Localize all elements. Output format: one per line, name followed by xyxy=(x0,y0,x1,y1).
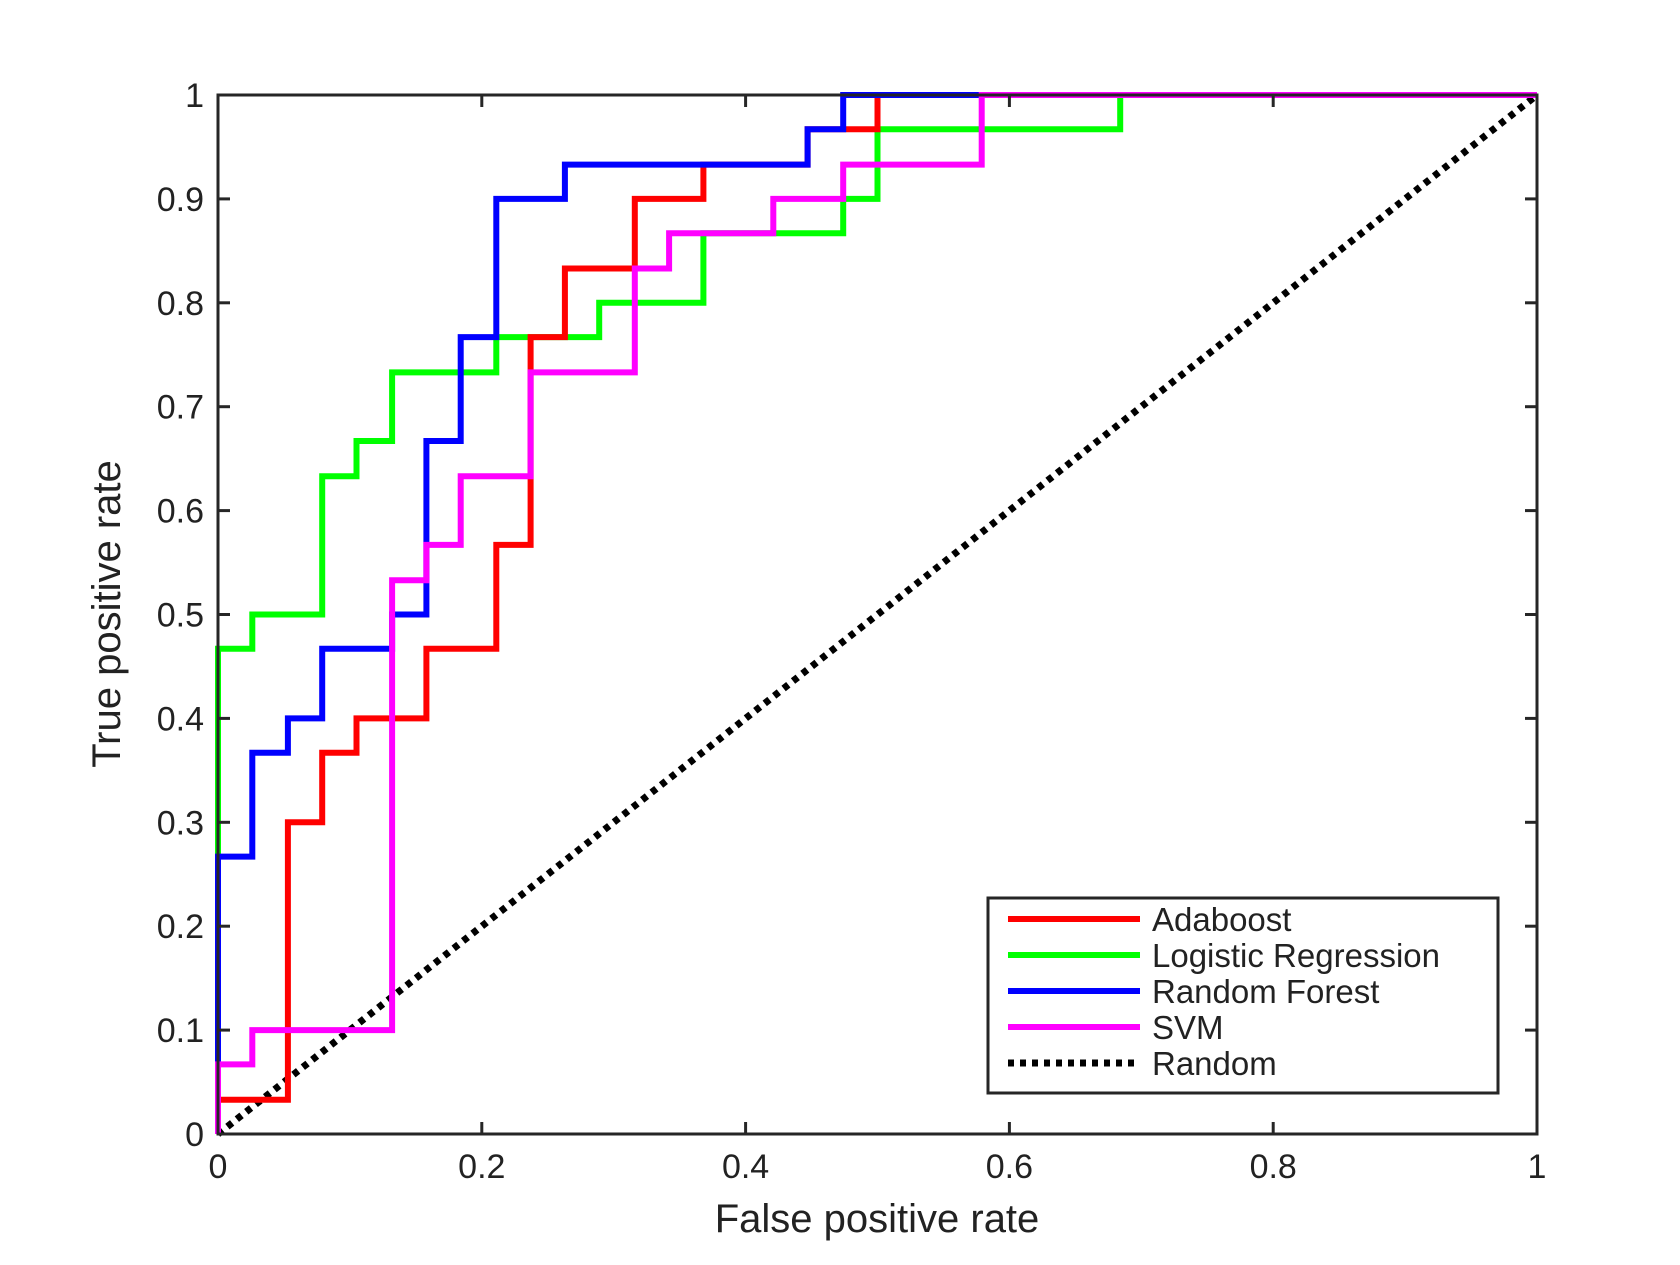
legend-label-random-forest: Random Forest xyxy=(1152,973,1379,1010)
y-axis-title: True positive rate xyxy=(85,460,129,768)
y-tick-label: 0.4 xyxy=(157,700,204,738)
ticks-layer: 0 0.2 0.4 0.6 0.8 1 0 0.1 0.2 0.3 0.4 0.5 0.6 0.7 0.8 0… xyxy=(157,77,1547,1186)
legend-label-adaboost: Adaboost xyxy=(1152,901,1291,938)
series-line-svm xyxy=(215,92,1537,1134)
y-tick-label: 0.3 xyxy=(157,804,204,842)
legend-label-logistic-regression: Logistic Regression xyxy=(1152,937,1440,974)
y-tick-label: 0.2 xyxy=(157,908,204,946)
x-axis-title: False positive rate xyxy=(715,1197,1040,1241)
x-tick-label: 1 xyxy=(1528,1148,1547,1186)
x-tick-label: 0.4 xyxy=(722,1148,769,1186)
y-tick-label: 1 xyxy=(185,77,204,115)
x-tick-label: 0.6 xyxy=(986,1148,1033,1186)
series-layer xyxy=(215,92,1540,1137)
x-tick-label: 0.2 xyxy=(458,1148,505,1186)
series-line-random xyxy=(215,92,1540,1137)
y-tick-label: 0.5 xyxy=(157,597,204,635)
legend-label-random: Random xyxy=(1152,1045,1277,1082)
series-line-random-forest xyxy=(215,92,1537,1065)
x-tick-label: 0.8 xyxy=(1250,1148,1297,1186)
y-tick-label: 0.1 xyxy=(157,1012,204,1050)
y-tick-label: 0.8 xyxy=(157,285,204,323)
plot-frame xyxy=(216,93,1539,1136)
y-tick-label: 0.9 xyxy=(157,181,204,219)
legend-label-svm: SVM xyxy=(1152,1009,1224,1046)
y-tick-label: 0.7 xyxy=(157,389,204,427)
y-tick-label: 0.6 xyxy=(157,493,204,531)
y-tick-label: 0 xyxy=(185,1116,204,1154)
x-tick-label: 0 xyxy=(209,1148,228,1186)
